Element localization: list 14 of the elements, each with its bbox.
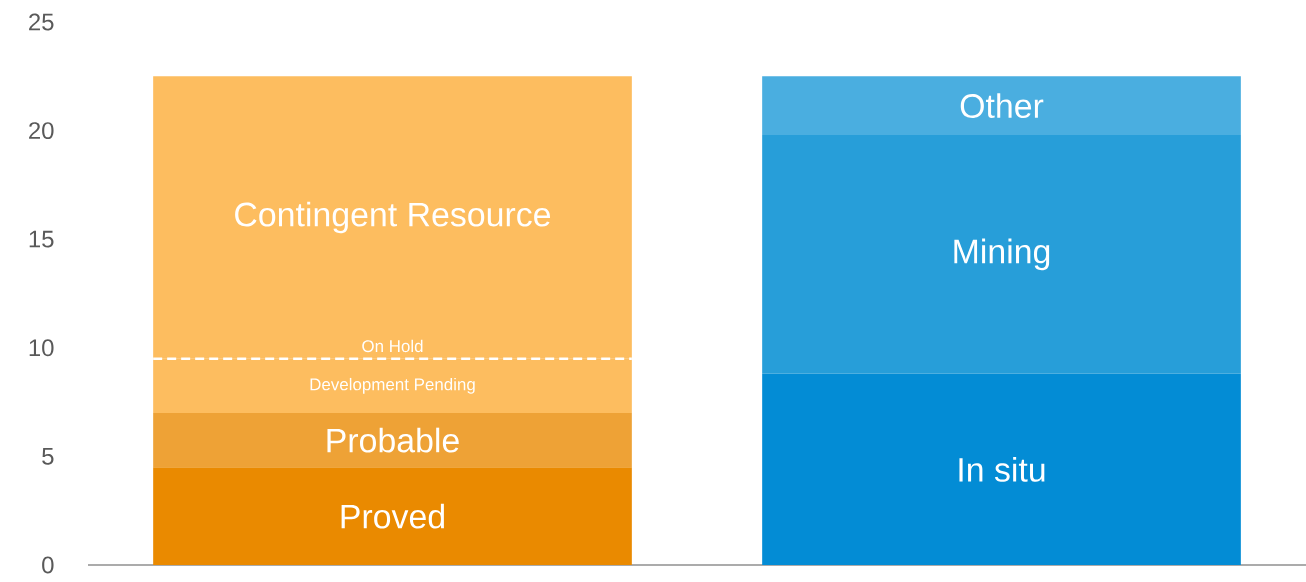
series-label: Proved [341, 503, 444, 529]
annotation: Development Pending [310, 377, 475, 394]
series-label: Contingent Resource [235, 201, 551, 234]
y-tick-label: 10 [29, 339, 54, 357]
series-label: In situ [959, 456, 1045, 482]
y-tick-label: 15 [29, 230, 54, 248]
y-tick-label: 5 [42, 448, 54, 465]
y-tick-label: 25 [29, 13, 54, 31]
y-tick-label: 0 [42, 556, 54, 574]
annotation: On Hold [362, 339, 423, 353]
series-label: Other [960, 93, 1044, 119]
series-label: Mining [954, 238, 1050, 271]
y-tick-label: 20 [29, 122, 54, 140]
series-label: Probable [327, 427, 459, 453]
